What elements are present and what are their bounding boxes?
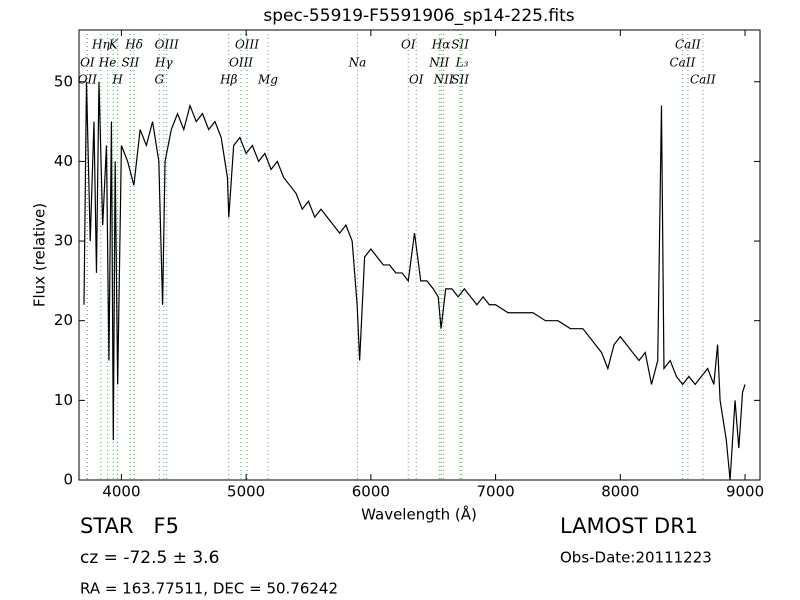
spectral-line-label: SII xyxy=(451,73,469,87)
spectral-line-label: OI xyxy=(409,73,424,87)
x-tick-label: 9000 xyxy=(726,483,764,501)
y-tick-label: 30 xyxy=(54,232,73,250)
spectral-line-label: G xyxy=(155,73,165,87)
spectral-line-label: Hβ xyxy=(219,73,237,87)
chart-title: spec-55919-F5591906_sp14-225.fits xyxy=(263,6,574,26)
redshift: cz = -72.5 ± 3.6 xyxy=(80,548,219,568)
spectral-line-label: Na xyxy=(348,56,367,70)
spectral-line-label: SII xyxy=(451,38,469,52)
obs-date: Obs-Date:20111223 xyxy=(560,549,712,567)
spectral-line-label: OIII xyxy=(229,56,253,70)
y-tick-label: 0 xyxy=(63,471,73,489)
spectral-line-label: Hη xyxy=(91,38,110,52)
spectral-line-label: OII xyxy=(78,73,98,87)
y-tick-label: 10 xyxy=(54,391,73,409)
spectral-line-label: NII xyxy=(433,73,454,87)
spectral-line-label: CaII xyxy=(690,73,716,87)
x-tick-label: 6000 xyxy=(352,483,390,501)
coordinates: RA = 163.77511, DEC = 50.76242 xyxy=(80,580,338,598)
spectral-line-label: Hγ xyxy=(154,56,173,70)
spectral-line-label: Hδ xyxy=(124,38,143,52)
x-tick-label: 4000 xyxy=(102,483,140,501)
spectral-line-label: CaII xyxy=(670,56,696,70)
spectral-line-label: NII xyxy=(428,56,449,70)
spectral-line-label: K xyxy=(108,38,119,52)
spectral-line-label: SII xyxy=(122,56,140,70)
spectral-line-label: OIII xyxy=(235,38,259,52)
x-axis-label: Wavelength (Å) xyxy=(361,505,477,524)
x-tick-label: 5000 xyxy=(227,483,265,501)
spectral-line-label: Mg xyxy=(257,73,278,87)
spectral-line-label: H xyxy=(111,73,123,87)
survey: LAMOST DR1 xyxy=(560,514,698,538)
spectral-line-label: OI xyxy=(401,38,416,52)
x-tick-label: 7000 xyxy=(476,483,514,501)
y-axis-label: Flux (relative) xyxy=(31,203,49,307)
y-tick-label: 20 xyxy=(54,311,73,329)
spectral-line-label: OIII xyxy=(155,38,179,52)
spectral-line-label: He xyxy=(98,56,117,70)
spectral-line-label: CaII xyxy=(675,38,701,52)
spectrum-line xyxy=(83,81,746,481)
x-tick-label: 8000 xyxy=(601,483,639,501)
object-class: STAR F5 xyxy=(80,514,179,538)
y-tick-label: 40 xyxy=(54,152,73,170)
spectral-line-label: L₃ xyxy=(455,56,469,70)
y-tick-label: 50 xyxy=(54,72,73,90)
spectral-line-label: Hα xyxy=(431,38,451,52)
plot-frame xyxy=(78,29,761,481)
